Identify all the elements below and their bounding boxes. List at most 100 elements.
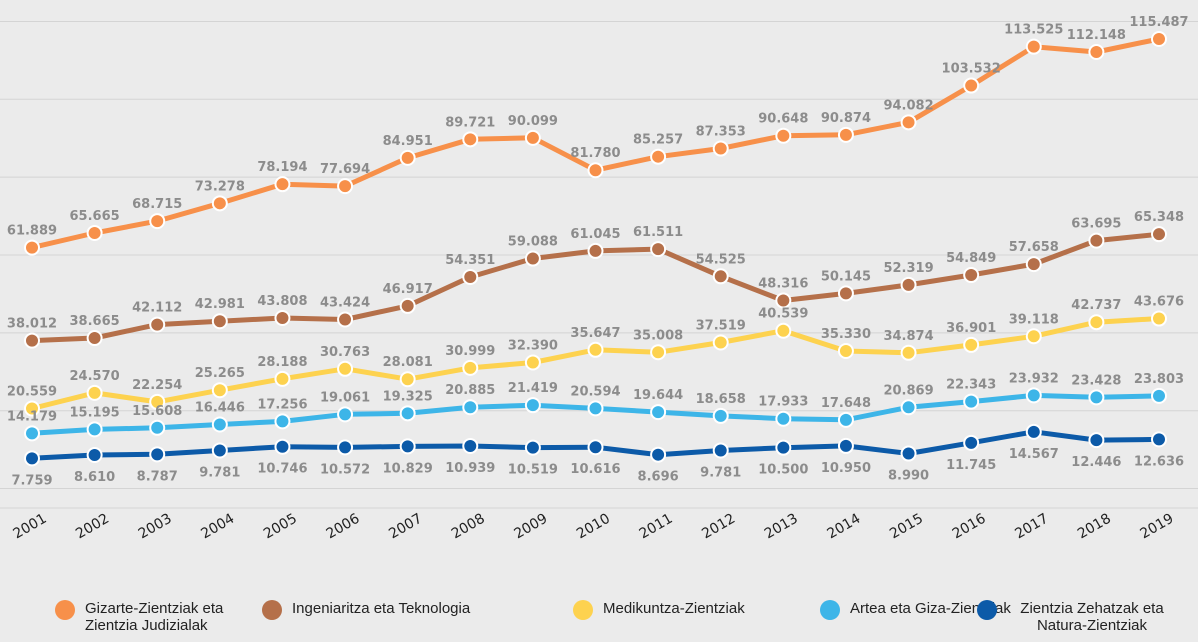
value-label: 103.532 <box>942 62 1001 77</box>
point <box>211 382 228 399</box>
value-label: 38.012 <box>7 317 57 332</box>
value-label: 9.781 <box>700 465 741 480</box>
point <box>900 276 917 293</box>
value-label: 43.808 <box>257 294 307 309</box>
value-label: 18.658 <box>696 392 746 407</box>
point <box>1151 431 1167 448</box>
point <box>837 437 854 454</box>
point <box>1025 256 1042 273</box>
value-label: 42.737 <box>1071 298 1121 313</box>
value-label: 81.780 <box>570 146 620 161</box>
value-label: 25.265 <box>195 366 245 381</box>
point <box>775 410 792 427</box>
point <box>274 310 291 327</box>
value-label: 24.570 <box>70 369 120 384</box>
point <box>1088 389 1105 406</box>
point <box>900 344 917 361</box>
x-tick-label: 2014 <box>825 511 864 543</box>
legend-label: Zientzia Zehatzak eta Natura-Zientziak <box>1020 600 1164 634</box>
legend-item: Ingeniaritza eta Teknologia <box>262 600 522 620</box>
value-label: 15.195 <box>70 405 120 420</box>
value-label: 65.665 <box>70 209 120 224</box>
point <box>712 334 729 351</box>
point <box>24 332 40 349</box>
point <box>963 267 980 284</box>
point <box>149 419 166 436</box>
legend-marker <box>55 600 75 620</box>
point <box>900 114 917 131</box>
legend-item: Artea eta Giza-Zientziak <box>820 600 1040 620</box>
point <box>337 406 354 423</box>
x-tick-label: 2001 <box>11 511 50 543</box>
point <box>837 126 854 143</box>
value-label: 57.658 <box>1009 240 1059 255</box>
point <box>24 450 40 467</box>
value-label: 17.933 <box>758 395 808 410</box>
point <box>337 178 354 195</box>
point <box>587 341 604 358</box>
value-label: 54.525 <box>696 252 746 267</box>
value-label: 23.428 <box>1071 373 1121 388</box>
point <box>1025 387 1042 404</box>
point <box>524 354 541 371</box>
value-label: 30.763 <box>320 345 370 360</box>
point <box>149 446 166 463</box>
value-label: 21.419 <box>508 381 558 396</box>
value-label: 16.446 <box>195 401 245 416</box>
legend-item: Gizarte-Zientziak eta Zientzia Judiziala… <box>55 600 270 634</box>
value-label: 17.256 <box>257 397 307 412</box>
point <box>274 413 291 430</box>
point <box>274 438 291 455</box>
value-label: 20.885 <box>445 383 495 398</box>
value-label: 19.061 <box>320 390 370 405</box>
point <box>712 442 729 459</box>
value-label: 65.348 <box>1134 210 1184 225</box>
value-label: 15.608 <box>132 404 182 419</box>
value-label: 20.559 <box>7 385 57 400</box>
point <box>1151 387 1167 404</box>
point <box>399 149 416 166</box>
value-label: 40.539 <box>758 307 808 322</box>
point <box>1088 432 1105 449</box>
value-label: 11.745 <box>946 458 996 473</box>
point <box>86 421 103 438</box>
point <box>1151 226 1167 243</box>
point <box>1025 328 1042 345</box>
x-tick-label: 2013 <box>762 511 801 543</box>
point <box>1151 310 1167 327</box>
legend-item: Medikuntza-Zientziak <box>573 600 763 620</box>
legend-item: Zientzia Zehatzak eta Natura-Zientziak <box>977 600 1177 634</box>
point <box>24 400 40 417</box>
value-label: 54.351 <box>445 253 495 268</box>
value-label: 52.319 <box>883 261 933 276</box>
point <box>900 445 917 462</box>
point <box>837 411 854 428</box>
value-label: 22.254 <box>132 378 182 393</box>
point <box>1025 423 1042 440</box>
value-label: 42.981 <box>195 297 245 312</box>
value-label: 19.325 <box>383 389 433 404</box>
point <box>963 434 980 451</box>
value-label: 9.781 <box>199 465 240 480</box>
point <box>775 127 792 144</box>
value-label: 23.803 <box>1134 372 1184 387</box>
value-label: 28.188 <box>257 355 307 370</box>
point <box>587 439 604 456</box>
value-label: 35.008 <box>633 328 683 343</box>
point <box>587 400 604 417</box>
value-label: 14.567 <box>1009 447 1059 462</box>
value-label: 77.694 <box>320 162 370 177</box>
value-label: 42.112 <box>132 301 182 316</box>
point <box>650 344 667 361</box>
point <box>650 446 667 463</box>
point <box>712 268 729 285</box>
point <box>524 439 541 456</box>
x-tick-label: 2012 <box>699 511 738 543</box>
value-label: 90.874 <box>821 111 871 126</box>
value-label: 36.901 <box>946 321 996 336</box>
point <box>650 148 667 165</box>
value-label: 12.446 <box>1071 455 1121 470</box>
point <box>399 297 416 314</box>
x-tick-label: 2006 <box>324 511 363 543</box>
value-label: 17.648 <box>821 396 871 411</box>
